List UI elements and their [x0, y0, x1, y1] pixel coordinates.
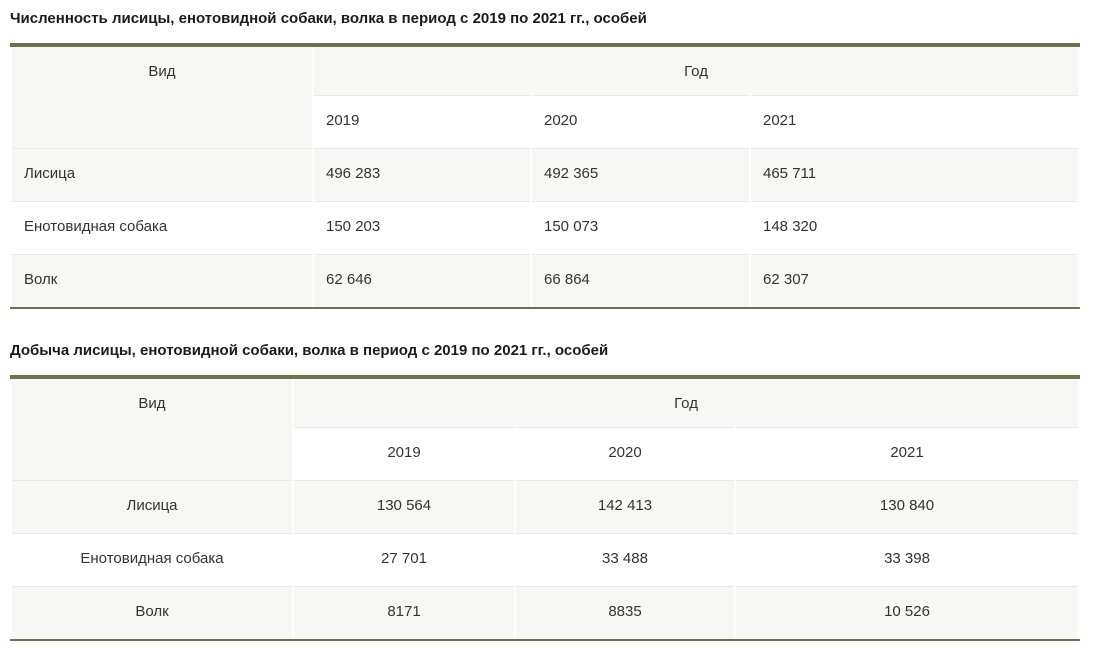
year-header-2021: 2021 [736, 427, 1079, 480]
species-column-header: Вид [12, 379, 292, 480]
year-header-2019: 2019 [294, 427, 514, 480]
species-cell: Енотовидная собака [12, 533, 292, 586]
value-cell: 62 307 [751, 254, 1079, 307]
harvest-table: Вид Год 2019 2020 2021 Лисица 130 564 14… [10, 375, 1081, 641]
harvest-table-title: Добыча лисицы, енотовидной собаки, волка… [10, 342, 609, 359]
species-column-header: Вид [12, 47, 312, 148]
value-cell: 33 398 [736, 533, 1079, 586]
table-row: Лисица 496 283 492 365 465 711 [12, 148, 1079, 201]
year-header-2020: 2020 [532, 95, 749, 148]
value-cell: 492 365 [532, 148, 749, 201]
value-cell: 62 646 [314, 254, 530, 307]
table-row: Енотовидная собака 27 701 33 488 33 398 [12, 533, 1079, 586]
population-table-title: Численность лисицы, енотовидной собаки, … [10, 10, 647, 27]
value-cell: 130 840 [736, 480, 1079, 533]
species-cell: Лисица [12, 148, 312, 201]
value-cell: 8835 [516, 586, 734, 639]
value-cell: 496 283 [314, 148, 530, 201]
year-group-header: Год [294, 379, 1079, 427]
value-cell: 465 711 [751, 148, 1079, 201]
value-cell: 33 488 [516, 533, 734, 586]
species-cell: Волк [12, 586, 292, 639]
value-cell: 8171 [294, 586, 514, 639]
year-group-header: Год [314, 47, 1079, 95]
value-cell: 142 413 [516, 480, 734, 533]
table-row: Лисица 130 564 142 413 130 840 [12, 480, 1079, 533]
population-table: Вид Год 2019 2020 2021 Лисица 496 283 49… [10, 43, 1081, 309]
harvest-table-section: Добыча лисицы, енотовидной собаки, волка… [10, 342, 1081, 641]
value-cell: 130 564 [294, 480, 514, 533]
table-row: Волк 8171 8835 10 526 [12, 586, 1079, 639]
population-table-section: Численность лисицы, енотовидной собаки, … [10, 10, 1081, 309]
value-cell: 27 701 [294, 533, 514, 586]
value-cell: 66 864 [532, 254, 749, 307]
species-cell: Волк [12, 254, 312, 307]
value-cell: 150 073 [532, 201, 749, 254]
year-header-2019: 2019 [314, 95, 530, 148]
value-cell: 148 320 [751, 201, 1079, 254]
table-row: Енотовидная собака 150 203 150 073 148 3… [12, 201, 1079, 254]
species-cell: Лисица [12, 480, 292, 533]
year-header-2020: 2020 [516, 427, 734, 480]
table-row: Волк 62 646 66 864 62 307 [12, 254, 1079, 307]
year-header-2021: 2021 [751, 95, 1079, 148]
value-cell: 10 526 [736, 586, 1079, 639]
species-cell: Енотовидная собака [12, 201, 312, 254]
value-cell: 150 203 [314, 201, 530, 254]
